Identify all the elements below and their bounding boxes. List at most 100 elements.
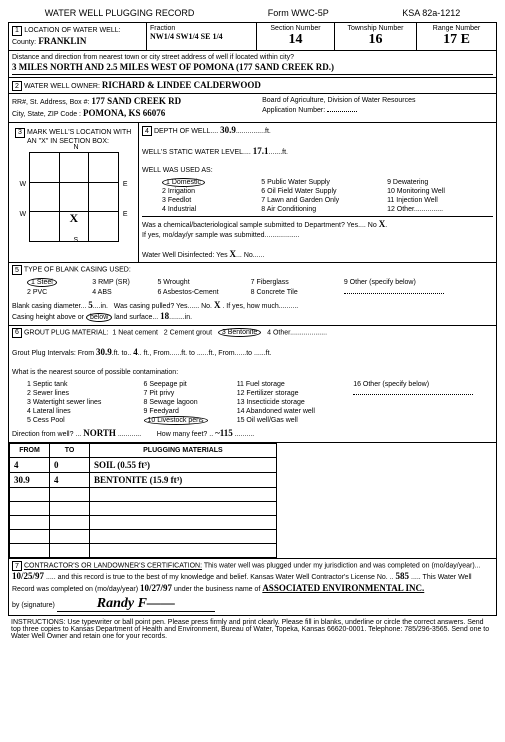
- casing-9: 9 Other (specify below): [344, 279, 416, 286]
- range-label: Range Number: [420, 25, 493, 32]
- city-label: City, State, ZIP Code :: [12, 111, 81, 118]
- th-mat: PLUGGING MATERIALS: [90, 444, 277, 458]
- use-5: 5 Public Water Supply: [261, 179, 330, 186]
- section-7-num: 7: [12, 561, 22, 571]
- contam-other-line: [353, 394, 473, 395]
- casing-4: 4 ABS: [92, 289, 111, 296]
- use-2: 2 Irrigation: [162, 188, 195, 195]
- dir-label: Direction from well? ...: [12, 431, 81, 438]
- r5c0: [10, 530, 50, 544]
- c1: 1 Septic tank: [27, 381, 67, 388]
- c10: 10 Livestock pens: [144, 416, 208, 425]
- form-header: WATER WELL PLUGGING RECORD Form WWC-5P K…: [8, 8, 497, 18]
- mat-1: 1 Neat cement: [112, 329, 158, 336]
- disinf-label: Water Well Disinfected: Yes: [142, 252, 228, 259]
- c12: 12 Fertilizer storage: [237, 390, 299, 397]
- fraction-label: Fraction: [150, 25, 253, 32]
- feet: ~115: [215, 428, 233, 438]
- casing-5: 5 Wrought: [157, 279, 189, 286]
- r6c1: [50, 544, 90, 558]
- title: WATER WELL PLUGGING RECORD: [45, 8, 195, 18]
- section-no-label: Section Number: [260, 25, 331, 32]
- used-label: WELL WAS USED AS:: [142, 167, 213, 174]
- r4c2: [90, 516, 277, 530]
- r0c2: SOIL (0.55 ft³): [90, 458, 277, 473]
- feet-dots: ..........: [235, 431, 254, 438]
- from1: 30.9: [96, 347, 112, 357]
- chem-label: Was a chemical/bacteriological sample su…: [142, 222, 377, 229]
- use-7: 7 Lawn and Garden Only: [261, 197, 339, 204]
- diam: 5: [88, 300, 93, 310]
- casing-8: 8 Concrete Tile: [251, 289, 298, 296]
- use-4: 4 Industrial: [162, 206, 196, 213]
- c4: 4 Lateral lines: [27, 408, 71, 415]
- intervals-rest: ft., From......ft. to ......ft., From...…: [144, 350, 272, 357]
- pulled-q: Was casing pulled? Yes...... No.: [114, 303, 212, 310]
- height-unit: in.: [185, 314, 192, 321]
- cert-label: CONTRACTOR'S OR LANDOWNER'S CERTIFICATIO…: [24, 563, 202, 570]
- r3c0: [10, 502, 50, 516]
- c5: 5 Cess Pool: [27, 417, 65, 424]
- addr-value: 177 SAND CREEK RD: [91, 96, 181, 106]
- r5c1: [50, 530, 90, 544]
- use-1: 1 Domestic: [162, 178, 205, 187]
- r2c0: [10, 488, 50, 502]
- height-circled: below: [86, 313, 112, 322]
- section-1-num: 1: [12, 26, 22, 36]
- section-6-num: 6: [12, 328, 22, 338]
- range: 17 E: [420, 32, 493, 48]
- section-no: 14: [260, 32, 331, 48]
- r1c2: BENTONITE (15.9 ft³): [90, 473, 277, 488]
- section-5-num: 5: [12, 265, 22, 275]
- intervals-label: Grout Plug Intervals: From: [12, 350, 94, 357]
- cert-d1: 10/25/97: [12, 571, 44, 581]
- compass-s: S: [74, 237, 79, 244]
- dist-value: 3 MILES NORTH AND 2.5 MILES WEST OF POMO…: [12, 62, 493, 75]
- c6: 6 Seepage pit: [144, 381, 187, 388]
- chem-ans: X: [379, 219, 386, 229]
- pulled-rest: . If yes, how much..........: [222, 303, 298, 310]
- r5c2: [90, 530, 277, 544]
- swl-label: WELL'S STATIC WATER LEVEL: [142, 149, 243, 156]
- c16: 16 Other (specify below): [353, 381, 429, 388]
- height-label: Casing height above or: [12, 314, 84, 321]
- county-value: FRANKLIN: [38, 36, 86, 46]
- owner-label: WATER WELL OWNER:: [24, 83, 100, 90]
- casing-7: 7 Fiberglass: [251, 279, 289, 286]
- r2c2: [90, 488, 277, 502]
- depth-value: 30.9: [220, 125, 236, 135]
- dir-dots: ............: [118, 431, 141, 438]
- instructions-text: INSTRUCTIONS: Use typewriter or ball poi…: [11, 619, 489, 640]
- cert-t1: This water well was plugged under my jur…: [204, 563, 481, 570]
- c8: 8 Sewage lagoon: [144, 399, 198, 406]
- compass-w: W: [20, 181, 27, 188]
- mark-label: MARK WELL'S LOCATION WITH AN "X" IN SECT…: [27, 128, 132, 146]
- c11: 11 Fuel storage: [237, 381, 285, 388]
- city-value: POMONA, KS 66076: [83, 108, 165, 118]
- r3c1: [50, 502, 90, 516]
- swl-unit: ft.: [282, 149, 288, 156]
- cert-lic: 585: [396, 571, 410, 581]
- cert-biz: ASSOCIATED ENVIRONMENTAL INC.: [262, 583, 424, 593]
- r1c1: 4: [50, 473, 90, 488]
- loc-label: LOCATION OF WATER WELL:: [24, 27, 120, 34]
- disinf-ans: X: [230, 249, 237, 259]
- depth-unit: ft.: [265, 128, 271, 135]
- swl-value: 17.1: [253, 146, 269, 156]
- c7: 7 Pit privy: [144, 390, 175, 397]
- height: 18: [160, 311, 169, 321]
- c15: 15 Oil well/Gas well: [237, 417, 298, 424]
- diam-label: Blank casing diameter: [12, 303, 80, 310]
- form-body: 1 LOCATION OF WATER WELL: County: FRANKL…: [8, 22, 497, 616]
- compass-w2: W: [20, 211, 27, 218]
- chem2: If yes, mo/day/yr sample was submitted..…: [142, 232, 300, 239]
- th-to: TO: [50, 444, 90, 458]
- owner-name: RICHARD & LINDEE CALDERWOOD: [102, 80, 261, 90]
- use-9: 9 Dewatering: [387, 179, 428, 186]
- compass-e2: E: [123, 211, 128, 218]
- r1c0: 30.9: [10, 473, 50, 488]
- r3c2: [90, 502, 277, 516]
- c14: 14 Abandoned water well: [237, 408, 315, 415]
- section-3-num: 3: [15, 128, 25, 138]
- r0c0: 4: [10, 458, 50, 473]
